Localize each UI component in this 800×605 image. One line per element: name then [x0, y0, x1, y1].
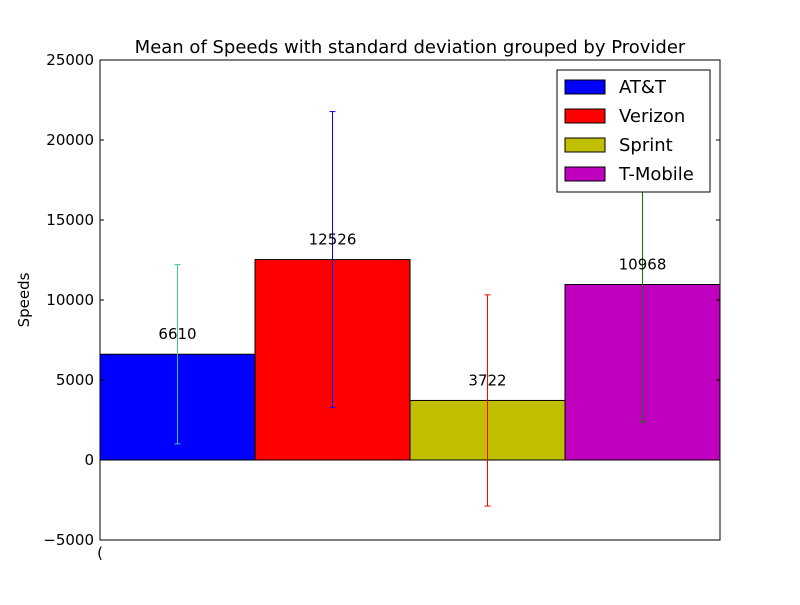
error-bar: [329, 111, 336, 409]
y-axis-label: Speeds: [15, 272, 33, 327]
error-bar: [484, 294, 491, 507]
legend-label: T-Mobile: [618, 164, 694, 185]
legend-swatch: [564, 166, 606, 182]
data-label: 3722: [468, 371, 506, 389]
legend-swatch: [564, 108, 606, 124]
y-tick-label: 20000: [46, 131, 94, 149]
error-bar: [174, 264, 181, 445]
legend-label: Verizon: [619, 106, 685, 127]
x-tick-label: (: [97, 544, 103, 562]
y-tick-label: 0: [84, 451, 94, 469]
y-tick-label: 15000: [46, 211, 94, 229]
y-tick-label: −5000: [43, 531, 94, 549]
legend-label: AT&T: [619, 77, 667, 98]
chart-title: Mean of Speeds with standard deviation g…: [135, 37, 686, 58]
legend-label: Sprint: [619, 135, 673, 156]
legend-swatch: [564, 79, 606, 95]
y-tick-label: 5000: [56, 371, 94, 389]
y-tick-label: 25000: [46, 51, 94, 69]
y-tick-label: 10000: [46, 291, 94, 309]
data-label: 12526: [309, 231, 357, 249]
data-label: 10968: [619, 256, 667, 274]
legend-swatch: [564, 137, 606, 153]
data-label: 6610: [158, 325, 196, 343]
